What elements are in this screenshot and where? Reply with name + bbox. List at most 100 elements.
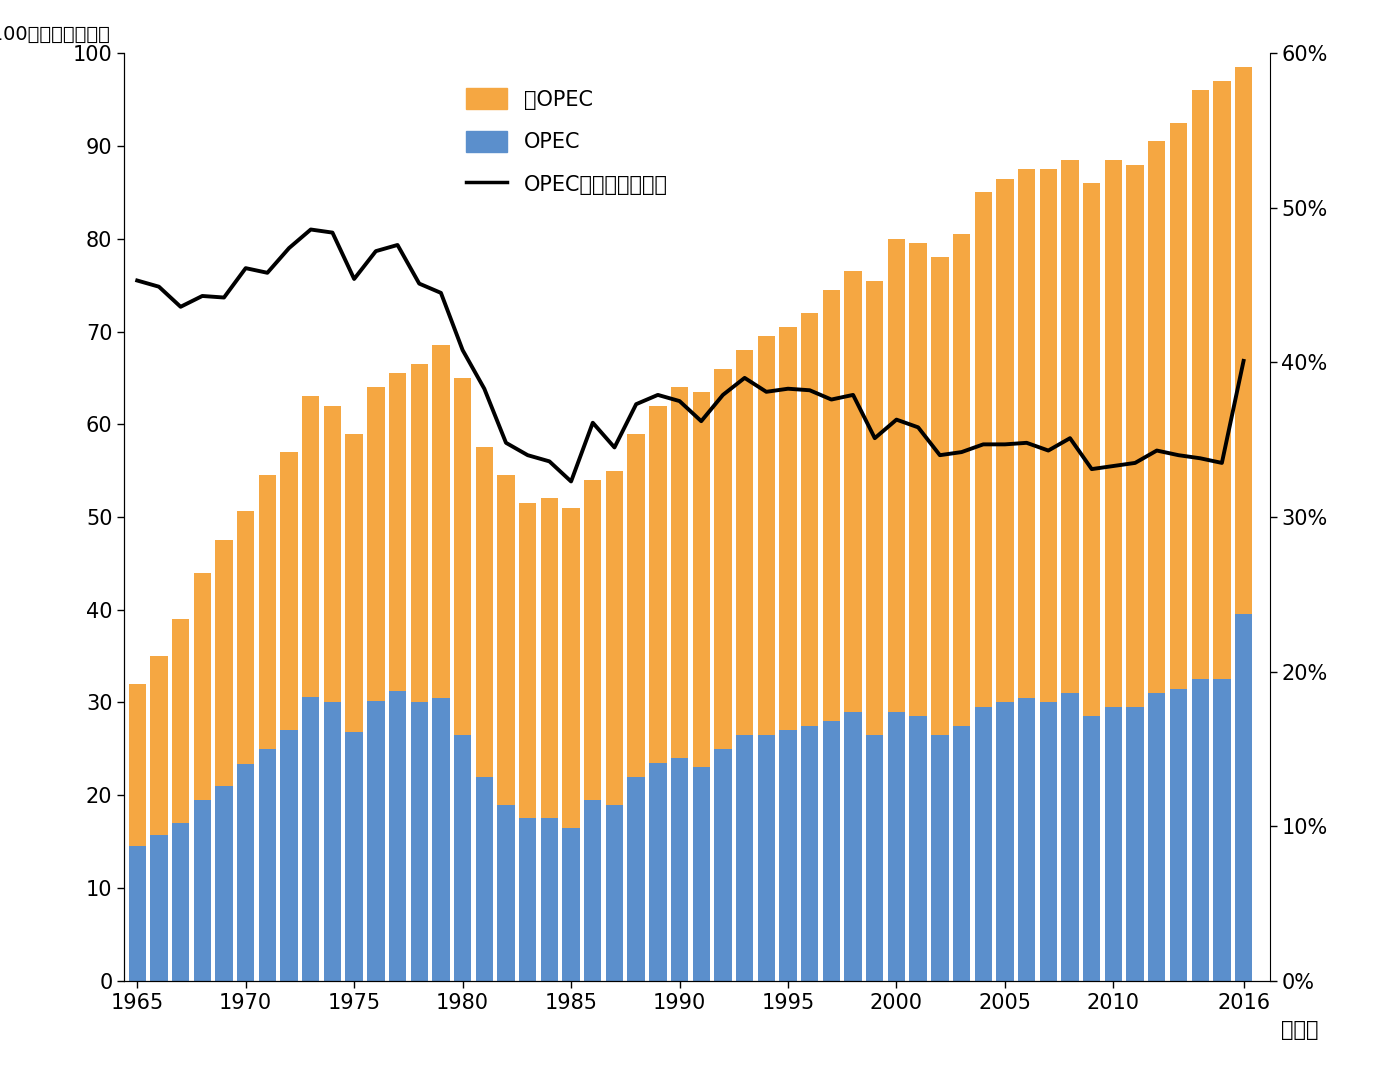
Bar bbox=[758, 336, 776, 734]
Bar bbox=[193, 572, 211, 800]
Bar bbox=[389, 692, 406, 981]
Bar bbox=[389, 373, 406, 692]
Bar bbox=[606, 805, 624, 981]
Bar bbox=[258, 748, 276, 981]
Bar bbox=[649, 763, 667, 981]
Bar bbox=[476, 777, 493, 981]
Bar bbox=[237, 511, 254, 763]
Bar bbox=[628, 434, 644, 777]
Bar bbox=[693, 392, 709, 768]
Bar bbox=[1148, 142, 1166, 693]
Bar bbox=[867, 280, 883, 734]
Bar bbox=[780, 327, 796, 730]
Bar bbox=[563, 507, 580, 827]
Bar bbox=[237, 763, 254, 981]
Bar bbox=[932, 734, 948, 981]
Bar bbox=[1126, 707, 1144, 981]
Bar bbox=[822, 721, 840, 981]
Bar bbox=[996, 702, 1014, 981]
Bar bbox=[497, 805, 515, 981]
Bar bbox=[1105, 707, 1122, 981]
Bar bbox=[952, 726, 970, 981]
Bar bbox=[128, 846, 146, 981]
Bar bbox=[1213, 679, 1231, 981]
Bar bbox=[345, 732, 363, 981]
Bar bbox=[432, 345, 450, 698]
Y-axis label: （100万バレル／日）: （100万バレル／日） bbox=[0, 25, 109, 44]
Bar bbox=[193, 800, 211, 981]
Bar bbox=[584, 800, 602, 981]
Bar bbox=[497, 475, 515, 805]
Bar bbox=[909, 243, 927, 716]
Bar bbox=[800, 726, 818, 981]
Bar bbox=[887, 239, 905, 712]
Bar bbox=[974, 707, 992, 981]
Bar bbox=[172, 823, 189, 981]
Bar bbox=[128, 684, 146, 846]
Bar bbox=[541, 819, 558, 981]
Bar bbox=[822, 290, 840, 721]
Bar bbox=[758, 734, 776, 981]
Bar bbox=[1083, 183, 1100, 716]
Bar bbox=[302, 397, 319, 697]
Bar bbox=[563, 827, 580, 981]
Bar bbox=[715, 369, 731, 748]
Bar bbox=[1061, 160, 1079, 693]
Bar bbox=[1148, 693, 1166, 981]
Bar bbox=[215, 786, 233, 981]
Bar bbox=[1235, 614, 1252, 981]
Bar bbox=[887, 712, 905, 981]
Bar bbox=[454, 734, 472, 981]
Bar bbox=[150, 657, 167, 835]
Bar bbox=[693, 768, 709, 981]
Bar bbox=[410, 702, 428, 981]
Bar bbox=[671, 758, 689, 981]
Bar bbox=[606, 471, 624, 805]
Bar bbox=[280, 730, 298, 981]
Bar bbox=[736, 734, 753, 981]
Bar bbox=[932, 257, 948, 734]
Bar bbox=[845, 712, 861, 981]
Bar bbox=[367, 700, 385, 981]
Legend: 非OPEC, OPEC, OPECの割合（右軸）: 非OPEC, OPEC, OPECの割合（右軸） bbox=[455, 78, 679, 206]
Bar bbox=[215, 540, 233, 786]
Bar bbox=[1170, 689, 1187, 981]
Bar bbox=[1235, 67, 1252, 614]
Bar bbox=[432, 698, 450, 981]
Bar bbox=[1018, 698, 1035, 981]
Bar bbox=[345, 434, 363, 732]
Bar bbox=[1039, 169, 1057, 702]
Bar bbox=[367, 387, 385, 700]
Bar bbox=[628, 777, 644, 981]
Bar bbox=[800, 313, 818, 726]
Bar bbox=[541, 499, 558, 819]
Bar bbox=[867, 734, 883, 981]
Bar bbox=[410, 364, 428, 702]
Bar bbox=[715, 748, 731, 981]
Bar bbox=[1170, 123, 1187, 689]
Bar bbox=[909, 716, 927, 981]
Bar bbox=[150, 835, 167, 981]
Text: （年）: （年） bbox=[1281, 1019, 1318, 1039]
Bar bbox=[1039, 702, 1057, 981]
Bar bbox=[736, 350, 753, 734]
Bar bbox=[1018, 169, 1035, 698]
Bar bbox=[780, 730, 796, 981]
Bar bbox=[280, 452, 298, 730]
Bar bbox=[584, 480, 602, 800]
Bar bbox=[1191, 91, 1209, 679]
Bar bbox=[1191, 679, 1209, 981]
Bar bbox=[974, 192, 992, 707]
Bar bbox=[845, 271, 861, 712]
Bar bbox=[1083, 716, 1100, 981]
Bar bbox=[952, 235, 970, 726]
Bar bbox=[1105, 160, 1122, 707]
Bar bbox=[324, 406, 341, 702]
Bar bbox=[476, 448, 493, 777]
Bar bbox=[1213, 81, 1231, 679]
Bar bbox=[519, 503, 537, 819]
Bar bbox=[258, 475, 276, 748]
Bar bbox=[324, 702, 341, 981]
Bar bbox=[519, 819, 537, 981]
Bar bbox=[1061, 693, 1079, 981]
